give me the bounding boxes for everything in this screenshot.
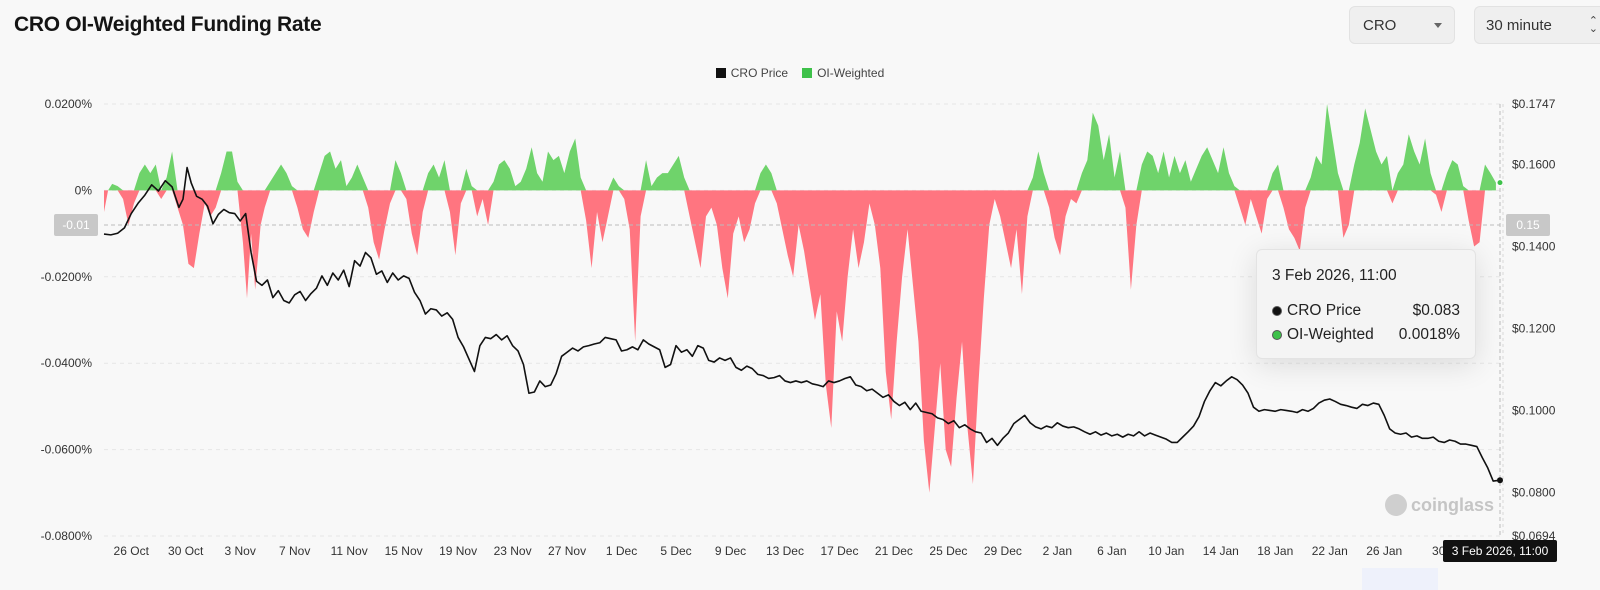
- x-tick-label-19: 10 Jan: [1148, 544, 1184, 558]
- x-tick-label-12: 13 Dec: [766, 544, 804, 558]
- coinglass-watermark: coinglass: [1385, 494, 1494, 516]
- x-tick-label-11: 9 Dec: [715, 544, 746, 558]
- x-tick-label-4: 11 Nov: [331, 544, 368, 558]
- tooltip-value-oi-weighted: 0.0018%: [1398, 326, 1460, 343]
- oi-weighted-negative-area: [104, 190, 1496, 493]
- crosshair-x-label: 3 Feb 2026, 11:00: [1452, 544, 1549, 558]
- legend-item-price[interactable]: CRO Price: [715, 66, 789, 80]
- tooltip-row-oi-weighted: OI-Weighted 0.0018%: [1272, 323, 1460, 347]
- x-tick-label-20: 14 Jan: [1203, 544, 1239, 558]
- right-tick-label-2: $0.1400: [1512, 239, 1556, 253]
- x-tick-label-18: 6 Jan: [1097, 544, 1126, 558]
- crosshair-right-label: 0.15: [1516, 218, 1540, 232]
- interval-select[interactable]: 30 minute ⌃ ⌄: [1474, 6, 1600, 44]
- left-tick-label-5: -0.0800%: [41, 529, 93, 543]
- coin-select-value: CRO: [1363, 16, 1397, 34]
- left-tick-label-1: 0%: [75, 183, 93, 197]
- x-tick-label-21: 18 Jan: [1257, 544, 1293, 558]
- x-tick-label-16: 29 Dec: [984, 544, 1022, 558]
- bottom-scroll-strip: [1362, 568, 1438, 590]
- x-tick-label-6: 19 Nov: [439, 544, 477, 558]
- interval-select-value: 30 minute: [1486, 16, 1552, 34]
- legend-swatch-price: [715, 68, 726, 78]
- tooltip-value-price: $0.083: [1412, 302, 1460, 319]
- x-tick-label-0: 26 Oct: [114, 544, 150, 558]
- left-tick-label-0: 0.0200%: [45, 97, 93, 111]
- chart-legend: CRO Price OI-Weighted: [0, 66, 1600, 80]
- legend-swatch-oi-weighted: [802, 68, 813, 78]
- tooltip-row-price: CRO Price $0.083: [1272, 299, 1460, 323]
- tooltip-dot-oi-weighted: [1272, 330, 1282, 340]
- tooltip-dot-price: [1272, 306, 1282, 316]
- tooltip-label-oi-weighted: OI-Weighted: [1287, 326, 1374, 343]
- crosshair-x-label-bg: [1443, 540, 1557, 562]
- crosshair-left-label-bg: [54, 213, 98, 236]
- tooltip-date: 3 Feb 2026, 11:00: [1272, 267, 1397, 284]
- coin-select[interactable]: CRO: [1349, 6, 1455, 44]
- x-tick-label-13: 17 Dec: [820, 544, 858, 558]
- right-tick-label-3: $0.1200: [1512, 321, 1556, 335]
- x-tick-label-9: 1 Dec: [606, 544, 637, 558]
- page-title: CRO OI-Weighted Funding Rate: [14, 13, 322, 36]
- right-tick-label-5: $0.0800: [1512, 486, 1556, 500]
- tooltip-label-price: CRO Price: [1287, 302, 1362, 319]
- right-tick-label-0: $0.1747: [1512, 97, 1556, 111]
- crosshair-left-label: -0.01: [62, 218, 90, 232]
- price-hover-dot: [1497, 477, 1503, 484]
- x-tick-label-17: 2 Jan: [1043, 544, 1072, 558]
- left-tick-label-4: -0.0600%: [41, 443, 93, 457]
- x-tick-label-15: 25 Dec: [929, 544, 967, 558]
- watermark-text: coinglass: [1411, 494, 1495, 515]
- right-tick-label-1: $0.1600: [1512, 157, 1556, 171]
- left-tick-label-2: -0.0200%: [41, 270, 93, 284]
- crosshair-right-label-bg: [1506, 213, 1550, 236]
- left-tick-label-3: -0.0400%: [41, 356, 93, 370]
- x-tick-label-22: 22 Jan: [1312, 544, 1348, 558]
- x-tick-label-7: 23 Nov: [494, 544, 532, 558]
- cro-price-line: [103, 166, 1501, 482]
- oi-weighted-positive-area: [104, 104, 1496, 191]
- x-tick-label-8: 27 Nov: [548, 544, 586, 558]
- x-tick-label-14: 21 Dec: [875, 544, 913, 558]
- legend-label-price: CRO Price: [730, 66, 789, 80]
- x-tick-label-3: 7 Nov: [279, 544, 310, 558]
- x-tick-label-10: 5 Dec: [660, 544, 691, 558]
- x-tick-label-1: 30 Oct: [168, 544, 204, 558]
- x-tick-label-23: 26 Jan: [1366, 544, 1402, 558]
- chevron-down-icon: [1434, 23, 1442, 28]
- x-tick-label-2: 3 Nov: [225, 544, 256, 558]
- chart-tooltip: 3 Feb 2026, 11:00 CRO Price $0.083 OI-We…: [1256, 249, 1476, 359]
- legend-item-oi-weighted[interactable]: OI-Weighted: [802, 66, 884, 80]
- x-tick-label-24: 30: [1432, 544, 1446, 558]
- right-tick-label-4: $0.1000: [1512, 403, 1556, 417]
- oi-hover-dot: [1496, 179, 1504, 187]
- up-down-arrows-icon: ⌃ ⌄: [1588, 15, 1598, 35]
- coinglass-logo-icon: [1385, 494, 1407, 516]
- right-tick-label-6: $0.0694: [1512, 529, 1556, 543]
- x-tick-label-5: 15 Nov: [385, 544, 423, 558]
- legend-label-oi-weighted: OI-Weighted: [817, 66, 885, 80]
